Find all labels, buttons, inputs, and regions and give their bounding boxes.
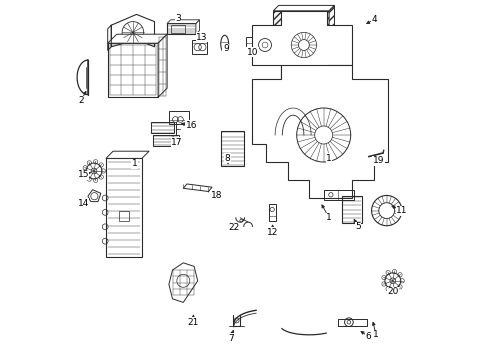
- Bar: [191, 40, 207, 54]
- Text: 19: 19: [372, 156, 384, 166]
- Text: 2: 2: [78, 96, 83, 105]
- Polygon shape: [107, 34, 167, 43]
- Polygon shape: [111, 14, 154, 47]
- Text: 9: 9: [223, 44, 228, 53]
- Bar: [323, 190, 354, 200]
- Bar: [118, 211, 128, 221]
- Bar: [268, 204, 275, 221]
- Polygon shape: [273, 5, 334, 11]
- Text: 7: 7: [227, 334, 233, 343]
- Text: 13: 13: [196, 33, 207, 42]
- Text: 21: 21: [187, 318, 199, 327]
- Bar: [246, 37, 251, 47]
- Text: 16: 16: [185, 121, 197, 130]
- Text: 15: 15: [77, 170, 89, 179]
- Text: 11: 11: [395, 206, 407, 215]
- Text: 1: 1: [325, 154, 331, 163]
- Polygon shape: [251, 11, 352, 79]
- Text: 1: 1: [372, 330, 378, 339]
- Polygon shape: [183, 184, 212, 192]
- Text: 18: 18: [210, 191, 222, 199]
- Polygon shape: [328, 5, 334, 32]
- Text: 22: 22: [228, 223, 240, 232]
- Text: 17: 17: [171, 138, 183, 147]
- Polygon shape: [167, 20, 199, 23]
- Bar: [152, 135, 178, 146]
- Polygon shape: [168, 263, 197, 302]
- Polygon shape: [251, 65, 387, 198]
- Text: 10: 10: [246, 48, 258, 57]
- Polygon shape: [196, 20, 199, 34]
- Text: 6: 6: [365, 332, 371, 341]
- Text: 8: 8: [224, 154, 230, 163]
- Text: 5: 5: [354, 222, 360, 231]
- Text: 20: 20: [386, 287, 398, 296]
- Text: 12: 12: [266, 228, 278, 237]
- Bar: [107, 43, 158, 97]
- Bar: [106, 158, 142, 257]
- Text: 14: 14: [78, 199, 89, 208]
- Polygon shape: [106, 151, 149, 158]
- Text: 3: 3: [175, 14, 181, 23]
- Bar: [151, 122, 174, 133]
- Bar: [167, 23, 196, 34]
- Bar: [341, 196, 361, 223]
- Text: 4: 4: [370, 15, 376, 24]
- Bar: [273, 11, 328, 32]
- Bar: [221, 131, 244, 166]
- Text: 1: 1: [132, 159, 137, 168]
- Bar: [168, 111, 188, 124]
- Bar: [170, 25, 185, 33]
- Text: 1: 1: [325, 213, 331, 222]
- Polygon shape: [158, 34, 167, 97]
